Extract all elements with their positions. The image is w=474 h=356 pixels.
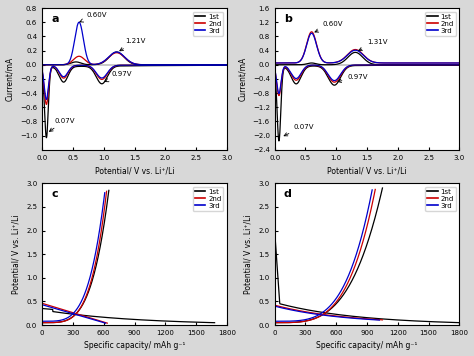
Legend: 1st, 2nd, 3rd: 1st, 2nd, 3rd	[193, 187, 223, 211]
Text: b: b	[284, 14, 292, 24]
Text: 1.31V: 1.31V	[359, 39, 388, 51]
Y-axis label: Current/mA: Current/mA	[238, 57, 247, 101]
Text: 1.21V: 1.21V	[120, 38, 146, 51]
Text: 0.60V: 0.60V	[80, 11, 107, 22]
Text: 0.07V: 0.07V	[284, 124, 314, 136]
X-axis label: Specific capacity/ mAh g⁻¹: Specific capacity/ mAh g⁻¹	[316, 341, 418, 350]
Text: 0.97V: 0.97V	[105, 71, 132, 82]
Y-axis label: Current/mA: Current/mA	[6, 57, 15, 101]
Legend: 1st, 2nd, 3rd: 1st, 2nd, 3rd	[425, 187, 456, 211]
Text: 0.97V: 0.97V	[338, 74, 368, 83]
Y-axis label: Potential/ V vs. Li⁺/Li: Potential/ V vs. Li⁺/Li	[244, 214, 253, 294]
X-axis label: Specific capacity/ mAh g⁻¹: Specific capacity/ mAh g⁻¹	[84, 341, 185, 350]
Y-axis label: Potential/ V vs. Li⁺/Li: Potential/ V vs. Li⁺/Li	[11, 214, 20, 294]
Text: a: a	[51, 14, 59, 24]
X-axis label: Potential/ V vs. Li⁺/Li: Potential/ V vs. Li⁺/Li	[95, 166, 174, 175]
Legend: 1st, 2nd, 3rd: 1st, 2nd, 3rd	[425, 11, 456, 36]
Text: d: d	[284, 189, 292, 199]
Text: 0.07V: 0.07V	[49, 118, 75, 131]
Legend: 1st, 2nd, 3rd: 1st, 2nd, 3rd	[193, 11, 223, 36]
X-axis label: Potential/ V vs. Li⁺/Li: Potential/ V vs. Li⁺/Li	[327, 166, 407, 175]
Text: 0.60V: 0.60V	[315, 21, 343, 32]
Text: c: c	[51, 189, 58, 199]
